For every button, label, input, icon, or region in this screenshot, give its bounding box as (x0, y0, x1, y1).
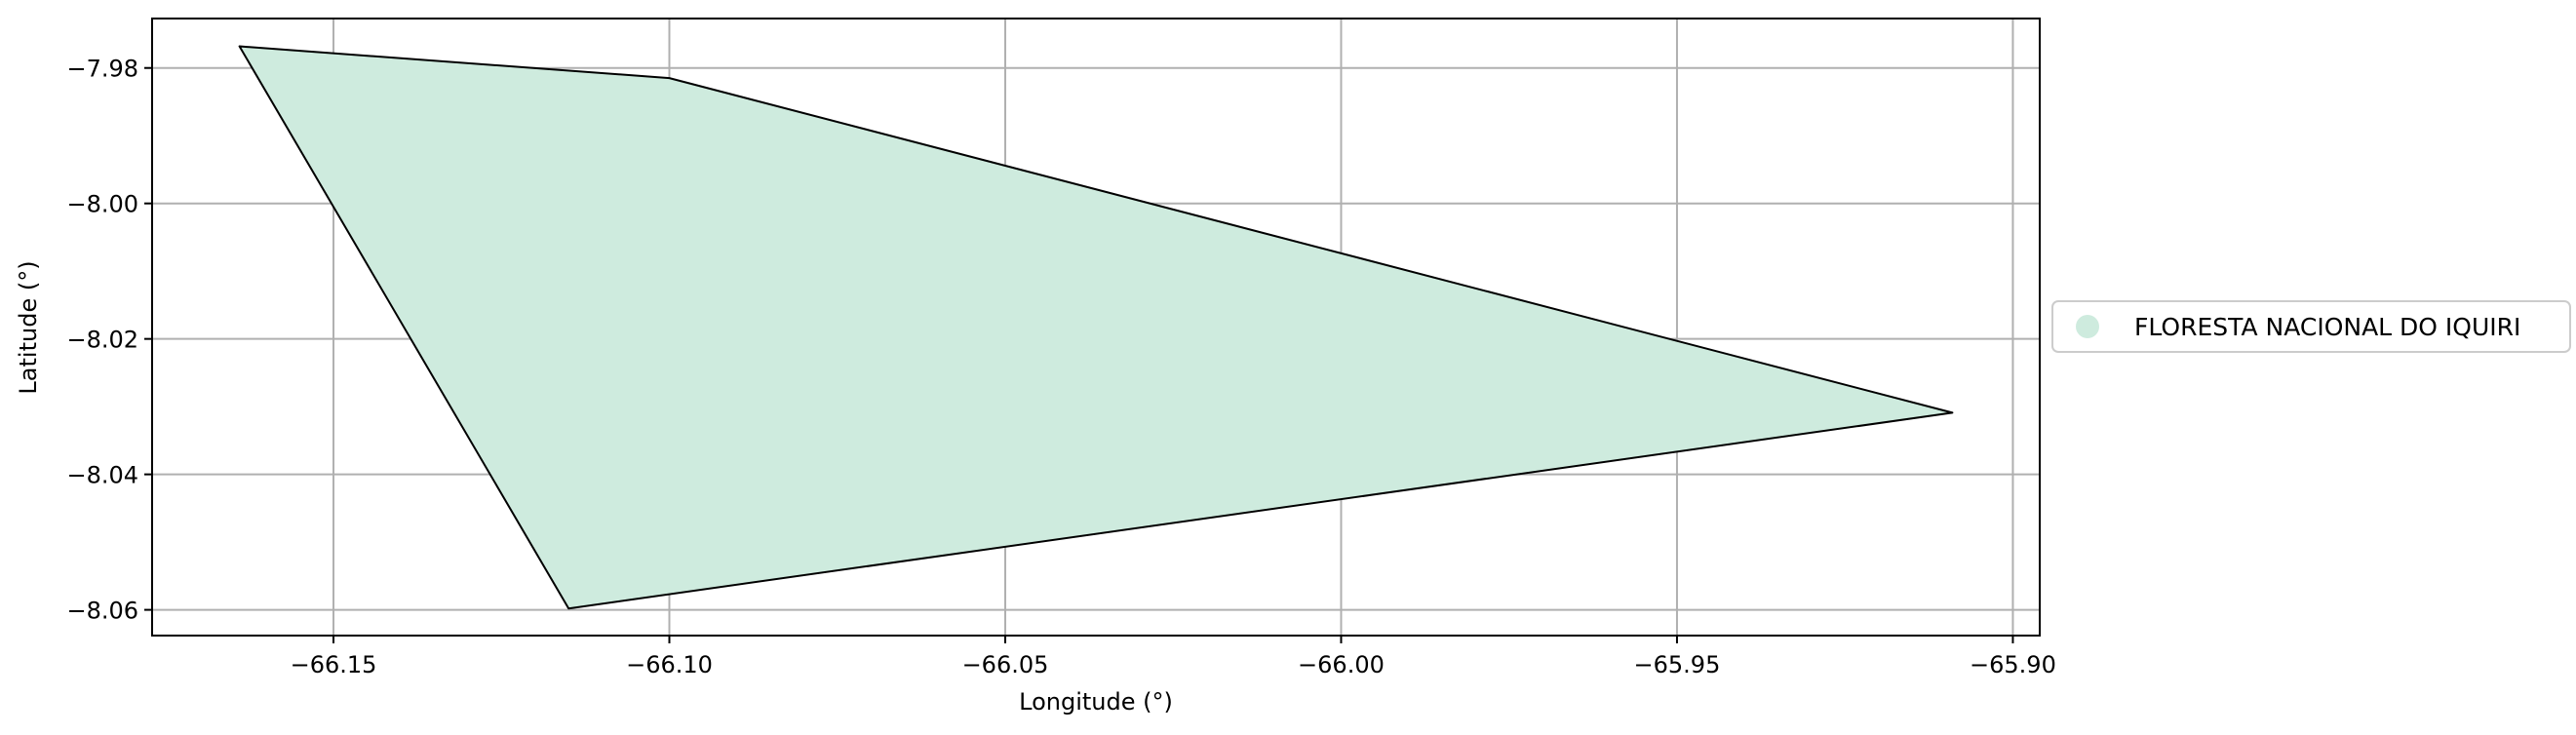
legend-box (2051, 300, 2571, 353)
x-axis-label: Longitude (°) (1019, 688, 1173, 716)
plot-frame (151, 18, 2041, 637)
x-tick-label: −66.05 (962, 651, 1049, 678)
y-tick-label: −8.02 (66, 327, 138, 354)
y-tick-label: −8.06 (66, 598, 138, 625)
x-tick-label: −65.95 (1634, 651, 1721, 678)
legend: FLORESTA NACIONAL DO IQUIRI (2051, 300, 2571, 353)
y-axis-label: Latitude (°) (15, 260, 42, 394)
legend-label: FLORESTA NACIONAL DO IQUIRI (2134, 313, 2520, 341)
tick-layer: −66.15 −66.10 −66.05 −66.00 −65.95 −65.90 −7.9… (66, 56, 2055, 678)
polygon-floresta-nacional-do-iquiri (238, 45, 1954, 610)
x-tick-label: −66.15 (291, 651, 377, 678)
x-tick-label: −66.00 (1298, 651, 1385, 678)
y-tick-label: −8.00 (66, 191, 138, 218)
legend-marker (2076, 315, 2099, 338)
x-tick-label: −65.90 (1970, 651, 2056, 678)
x-tick-label: −66.10 (626, 651, 713, 678)
data-layer (238, 45, 1954, 610)
y-tick-label: −8.04 (66, 462, 138, 489)
y-tick-label: −7.98 (66, 56, 138, 83)
